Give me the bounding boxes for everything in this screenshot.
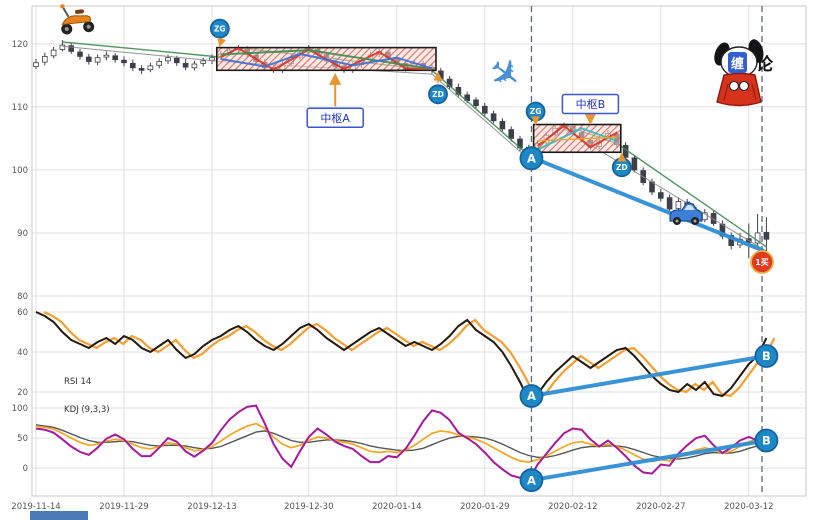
zhongshu-label-b: 中枢B <box>561 93 620 125</box>
svg-text:2020-01-29: 2020-01-29 <box>460 502 509 512</box>
svg-text:中枢A: 中枢A <box>320 111 350 125</box>
svg-text:2019-11-29: 2019-11-29 <box>99 502 148 512</box>
svg-text:中枢B: 中枢B <box>576 97 606 111</box>
kdj-panel-label: KDJ (9,3,3) <box>64 405 110 415</box>
rsi-ab-line: AB <box>519 344 779 408</box>
svg-text:ZG: ZG <box>530 107 542 116</box>
svg-text:2020-02-27: 2020-02-27 <box>636 502 685 512</box>
svg-text:2020-01-14: 2020-01-14 <box>372 502 421 512</box>
svg-text:2019-12-30: 2019-12-30 <box>284 502 333 512</box>
svg-text:1买: 1买 <box>755 258 769 267</box>
svg-text:2020-02-12: 2020-02-12 <box>548 502 597 512</box>
svg-text:ZG: ZG <box>214 24 226 33</box>
svg-text:110: 110 <box>12 103 28 113</box>
logo-char-lun: 论 <box>756 55 773 75</box>
buy-signal-line: A <box>519 146 764 252</box>
rsi-panel-label: RSI 14 <box>64 377 91 387</box>
first-buy-badge: 1买 <box>750 250 774 274</box>
zhongshu-label-a: 中枢A <box>306 72 364 129</box>
svg-text:ZD: ZD <box>432 90 444 99</box>
pivot-box-a: ZG ZD <box>209 18 448 105</box>
svg-text:60: 60 <box>17 308 28 318</box>
logo-char-chan: 缠 <box>728 52 748 73</box>
grid <box>31 5 807 497</box>
svg-text:A: A <box>527 473 536 487</box>
svg-text:120: 120 <box>12 40 28 50</box>
svg-text:50: 50 <box>17 434 28 444</box>
car-icon <box>669 202 703 225</box>
svg-text:100: 100 <box>12 404 28 414</box>
svg-text:40: 40 <box>17 348 28 358</box>
svg-text:2019-11-14: 2019-11-14 <box>11 502 60 512</box>
svg-text:B: B <box>762 349 771 363</box>
svg-text:A: A <box>527 151 536 165</box>
chan-lun-logo: 缠 论 <box>698 28 813 114</box>
svg-text:2020-03-12: 2020-03-12 <box>724 502 773 512</box>
svg-text:90: 90 <box>17 229 28 239</box>
svg-text:B: B <box>762 434 771 448</box>
rsi-line <box>35 310 776 402</box>
scooter-icon <box>60 4 95 35</box>
svg-text:2019-12-13: 2019-12-13 <box>187 502 236 512</box>
svg-text:ZD: ZD <box>616 163 628 172</box>
svg-text:A: A <box>527 389 536 403</box>
svg-text:80: 80 <box>17 292 28 302</box>
bottom-left-blue-bar[interactable] <box>30 511 88 520</box>
axis-labels: 2019-11-14 2019-11-29 2019-12-13 2019-12-30… <box>11 40 773 512</box>
svg-text:100: 100 <box>12 166 28 176</box>
kdj-ab-line: AB <box>519 428 779 493</box>
svg-text:20: 20 <box>17 388 28 398</box>
pivot-box-b: ZG ZD <box>525 101 632 178</box>
svg-text:0: 0 <box>23 464 28 474</box>
